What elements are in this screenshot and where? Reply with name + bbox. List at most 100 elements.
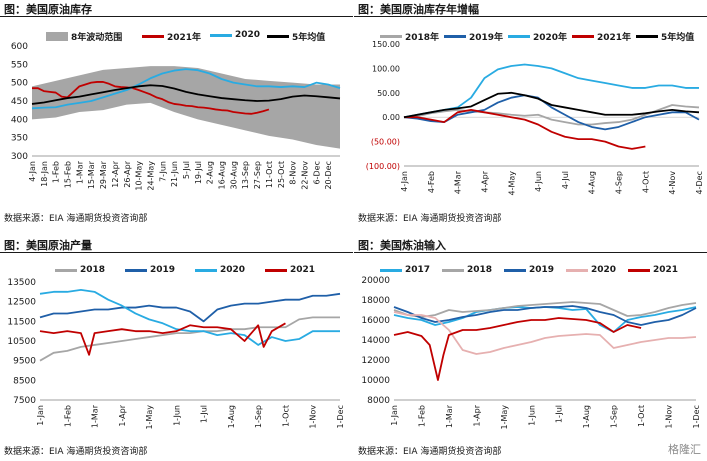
legend-item-2020: 2020年 — [508, 30, 567, 43]
legend-item-5yr: 5年均值 — [267, 30, 325, 43]
y-tick-label: 300 — [11, 152, 28, 162]
x-tick-label: 1-Jan — [390, 405, 399, 426]
legend-item-2019: 2019 — [504, 265, 554, 275]
x-tick-label: 5-Jul — [182, 161, 191, 179]
x-tick-label: 15-Mar — [87, 160, 96, 189]
range-band — [32, 66, 340, 149]
panel-crude-inventory: 图：美国原油库存 8年波动范围 2021年 2020 5年均值 300 350 40… — [0, 0, 353, 230]
x-tick-label: 1-Oct — [281, 405, 290, 427]
x-tick-label: 1-May — [145, 405, 154, 430]
x-tick-label: 1-Jul — [200, 405, 209, 423]
legend-label: 2019 — [529, 265, 555, 275]
legend-label: 5年均值 — [661, 33, 695, 43]
legend-swatch — [566, 268, 588, 272]
x-tick-label: 4-Nov — [668, 171, 677, 195]
y-tick-label: 18000 — [361, 296, 390, 306]
legend-item-2019: 2019 — [125, 265, 175, 275]
legend-swatch — [628, 268, 650, 272]
y-tick-label: 600 — [11, 42, 28, 52]
panel-refinery-input: 图：美国炼油输入 2017 2018 2019 2020 2021 8000 10… — [354, 236, 707, 461]
y-tick-label: 400 — [11, 115, 28, 125]
x-tick-label: 1-Dec — [692, 405, 701, 428]
legend-swatch — [442, 268, 464, 272]
x-tick-label: 1-Dec — [336, 405, 345, 428]
watermark-logo: 格隆汇 — [668, 443, 701, 456]
x-tick-label: 18-Jan — [40, 161, 49, 187]
x-tick-label: 1-Aug — [227, 405, 236, 428]
legend-swatch — [142, 35, 164, 38]
source-note: 数据来源：EIA 海通期货投资咨询部 — [358, 447, 502, 457]
y-tick-label: 9500 — [13, 357, 36, 367]
x-tick-label: 15-Feb — [64, 161, 73, 188]
legend-label: 2019年 — [469, 33, 504, 43]
series-line — [39, 322, 286, 356]
series-line — [32, 81, 270, 115]
legend-item-2020: 2020 — [566, 265, 616, 275]
x-tick-label: 4-Jul — [561, 171, 570, 189]
x-tick-label: 4-May — [507, 171, 516, 196]
panel-inventory-yoy: 图：美国原油库存年增幅 2018年 2019年 2020年 2021年 5年均值… — [354, 0, 707, 230]
panel-title: 图：美国原油产量 — [4, 239, 92, 252]
x-tick-label: 4-Mar — [454, 170, 463, 194]
legend-label: 2020 — [591, 265, 617, 275]
series-line — [39, 292, 341, 323]
series-line — [403, 94, 700, 131]
legend-item-2021: 2021 — [628, 265, 678, 275]
title-underline — [354, 16, 707, 17]
x-tick-label: 4-Jun — [534, 171, 543, 192]
x-tick-label: 4-Apr — [480, 170, 489, 192]
x-tick-label: 1-Mar — [91, 404, 100, 428]
y-tick-label: 10500 — [7, 337, 36, 347]
x-tick-label: 1-Apr — [472, 404, 481, 426]
legend-item-band: 8年波动范围 — [46, 30, 122, 43]
legend-swatch — [636, 35, 658, 38]
x-tick-label: 19-Jul — [194, 161, 203, 184]
legend-swatch — [46, 32, 68, 41]
panel-title: 图：美国原油库存 — [4, 3, 92, 16]
x-tick-label: 8-Nov — [289, 161, 298, 185]
y-tick-label: 8500 — [13, 376, 36, 386]
y-tick-label: 12500 — [7, 298, 36, 308]
x-tick-label: 1-Aug — [582, 405, 591, 428]
legend-label: 5年均值 — [292, 33, 326, 43]
y-tick-label: 350 — [11, 134, 28, 144]
series-line — [39, 316, 340, 362]
x-tick-label: 10-May — [135, 161, 144, 191]
x-tick-label: 27-Sep — [253, 161, 262, 189]
x-tick-label: 1-Sep — [610, 405, 619, 428]
legend-label: 2020 — [235, 30, 261, 40]
legend-item-2019: 2019年 — [444, 30, 503, 43]
legend-label: 2021 — [290, 265, 316, 275]
series-line — [393, 311, 697, 355]
y-tick-label: 11500 — [7, 317, 36, 327]
series-line — [31, 68, 341, 110]
legend-label: 2018 — [80, 265, 106, 275]
y-tick-label: 550 — [11, 60, 28, 70]
legend-swatch — [195, 268, 217, 272]
x-tick-label: 1-Jun — [527, 405, 536, 426]
series-line — [39, 288, 340, 346]
x-tick-label: 4-Feb — [427, 171, 436, 193]
legend-label: 2021 — [653, 265, 679, 275]
legend-item-2020: 2020 — [210, 30, 260, 40]
x-tick-label: 12-Apr — [111, 160, 120, 187]
legend-item-2021: 2021 — [265, 265, 315, 275]
x-tick-label: 1-Jun — [172, 405, 181, 426]
y-tick-label: 12000 — [361, 356, 390, 366]
legend-swatch — [55, 268, 77, 272]
x-tick-label: 4-Aug — [588, 171, 597, 194]
legend-swatch — [504, 268, 526, 272]
y-tick-label: 50.00 — [377, 89, 400, 98]
source-note: 数据来源：EIA 海通期货投资咨询部 — [4, 447, 148, 457]
y-tick-label: 150.00 — [372, 40, 400, 49]
x-tick-label: 1-Nov — [665, 405, 674, 429]
y-tick-label: 16000 — [361, 316, 390, 326]
legend-item-2021: 2021年 — [142, 30, 201, 43]
legend-item-2018: 2018年 — [380, 30, 439, 43]
legend-item-2018: 2018 — [442, 265, 492, 275]
series-line — [393, 305, 697, 326]
legend-swatch — [210, 33, 232, 37]
y-tick-label: 450 — [11, 97, 28, 107]
y-tick-label: 0.00 — [382, 113, 400, 122]
